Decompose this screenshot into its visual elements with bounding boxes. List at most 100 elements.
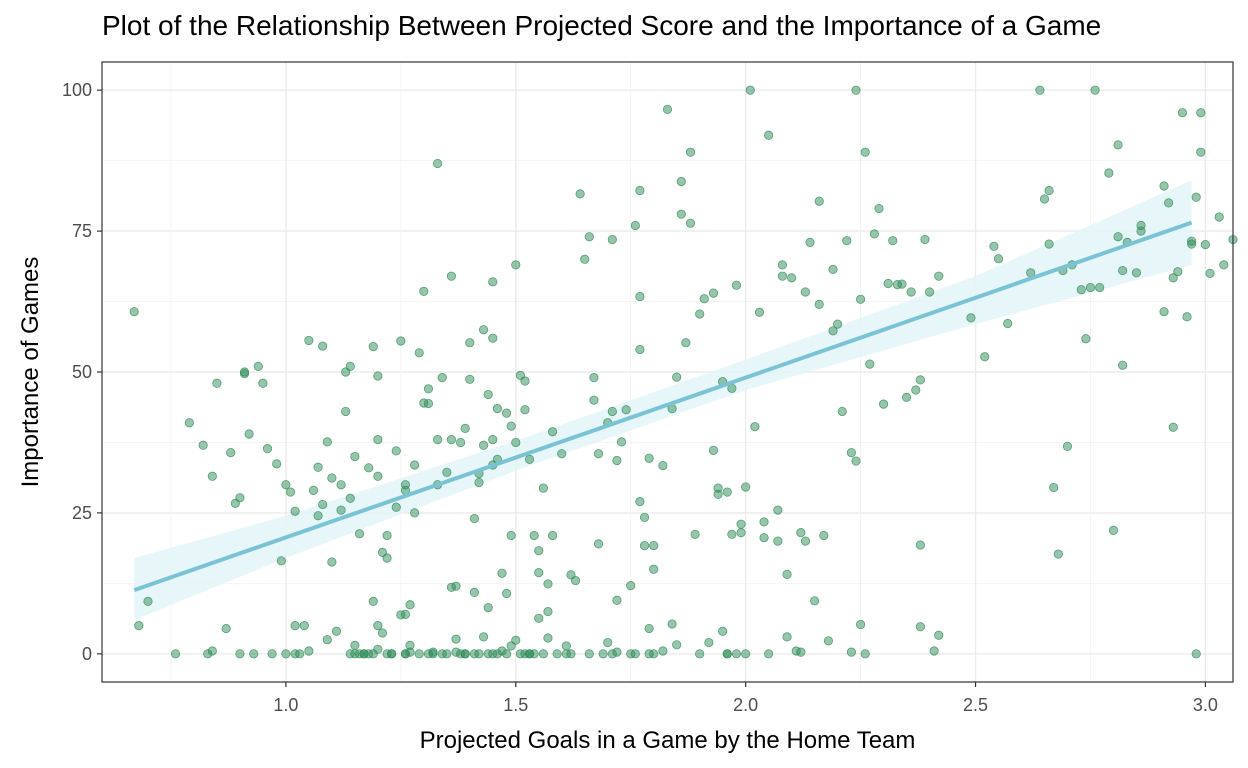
- data-point: [488, 277, 498, 287]
- data-point: [433, 435, 443, 445]
- data-point: [534, 613, 544, 623]
- data-point: [667, 619, 677, 629]
- data-point: [1131, 268, 1142, 278]
- data-point: [616, 437, 627, 447]
- data-point: [1085, 282, 1096, 293]
- data-point: [1196, 147, 1206, 157]
- data-point: [704, 637, 714, 648]
- data-point: [731, 280, 742, 290]
- data-point: [281, 480, 291, 490]
- data-point: [1118, 265, 1128, 276]
- data-point: [1164, 198, 1174, 208]
- data-point: [989, 241, 999, 251]
- data-point: [331, 626, 342, 636]
- data-point: [924, 287, 935, 297]
- data-point: [685, 147, 696, 157]
- data-point: [134, 621, 144, 631]
- data-point: [1191, 649, 1201, 659]
- data-point: [1049, 482, 1059, 493]
- data-point: [423, 398, 434, 409]
- data-point: [621, 405, 631, 415]
- data-point: [364, 463, 374, 473]
- data-point: [1113, 232, 1123, 242]
- data-point: [777, 271, 788, 281]
- data-point: [635, 185, 645, 196]
- data-point: [869, 229, 879, 239]
- data-point: [405, 600, 415, 610]
- data-point: [239, 367, 250, 377]
- data-point: [851, 85, 861, 95]
- data-point: [267, 649, 277, 659]
- data-point: [345, 493, 355, 503]
- data-point: [584, 232, 594, 242]
- data-point: [1104, 168, 1114, 178]
- x-axis-label: Projected Goals in a Game by the Home Te…: [420, 727, 916, 754]
- data-point: [860, 147, 870, 157]
- data-point: [446, 435, 457, 445]
- data-point: [327, 557, 337, 567]
- data-point: [1159, 181, 1169, 191]
- data-point: [764, 130, 774, 140]
- data-point: [1039, 194, 1050, 204]
- data-point: [368, 596, 378, 607]
- data-points: [129, 85, 1238, 659]
- data-point: [764, 649, 774, 659]
- data-point: [593, 449, 604, 459]
- data-point: [368, 342, 378, 352]
- data-point: [373, 371, 383, 381]
- data-point: [722, 649, 732, 659]
- data-point: [295, 649, 305, 659]
- data-point: [1187, 236, 1197, 246]
- data-point: [888, 236, 898, 246]
- data-point: [1044, 185, 1054, 196]
- y-tick-label: 100: [62, 80, 92, 100]
- data-point: [828, 326, 838, 336]
- data-point: [414, 649, 424, 659]
- data-point: [1182, 312, 1192, 322]
- data-point: [805, 237, 815, 247]
- data-point: [658, 460, 668, 471]
- data-point: [681, 338, 691, 348]
- data-point: [980, 352, 990, 362]
- data-point: [318, 341, 328, 351]
- data-point: [1196, 108, 1206, 118]
- data-point: [377, 628, 388, 638]
- data-point: [396, 336, 406, 346]
- data-point: [262, 444, 273, 454]
- data-point: [207, 646, 217, 656]
- data-point: [557, 449, 567, 459]
- data-point: [469, 513, 480, 524]
- grid-lines: [102, 62, 1233, 682]
- data-point: [819, 530, 829, 541]
- data-point: [501, 649, 512, 659]
- data-point: [612, 455, 622, 466]
- data-point: [272, 459, 282, 469]
- data-point: [497, 568, 507, 578]
- data-point: [639, 540, 650, 551]
- data-point: [478, 325, 489, 335]
- x-tick-label: 3.0: [1193, 695, 1218, 715]
- data-point: [327, 473, 337, 483]
- data-point: [400, 609, 411, 619]
- data-point: [915, 375, 925, 385]
- data-point: [547, 530, 558, 541]
- data-point: [276, 556, 286, 566]
- data-point: [612, 647, 622, 657]
- data-point: [800, 536, 811, 546]
- data-point: [626, 581, 636, 591]
- data-point: [796, 647, 806, 657]
- data-point: [575, 189, 585, 199]
- y-tick-label: 25: [72, 503, 92, 523]
- data-point: [612, 595, 622, 605]
- data-point: [524, 454, 535, 464]
- data-point: [580, 254, 590, 264]
- data-point: [1191, 192, 1201, 202]
- data-point: [474, 649, 484, 659]
- data-point: [547, 427, 558, 437]
- data-point: [511, 260, 521, 270]
- data-point: [1200, 240, 1211, 250]
- data-point: [644, 453, 654, 463]
- data-point: [745, 85, 755, 95]
- data-point: [837, 406, 847, 417]
- data-point: [855, 619, 866, 630]
